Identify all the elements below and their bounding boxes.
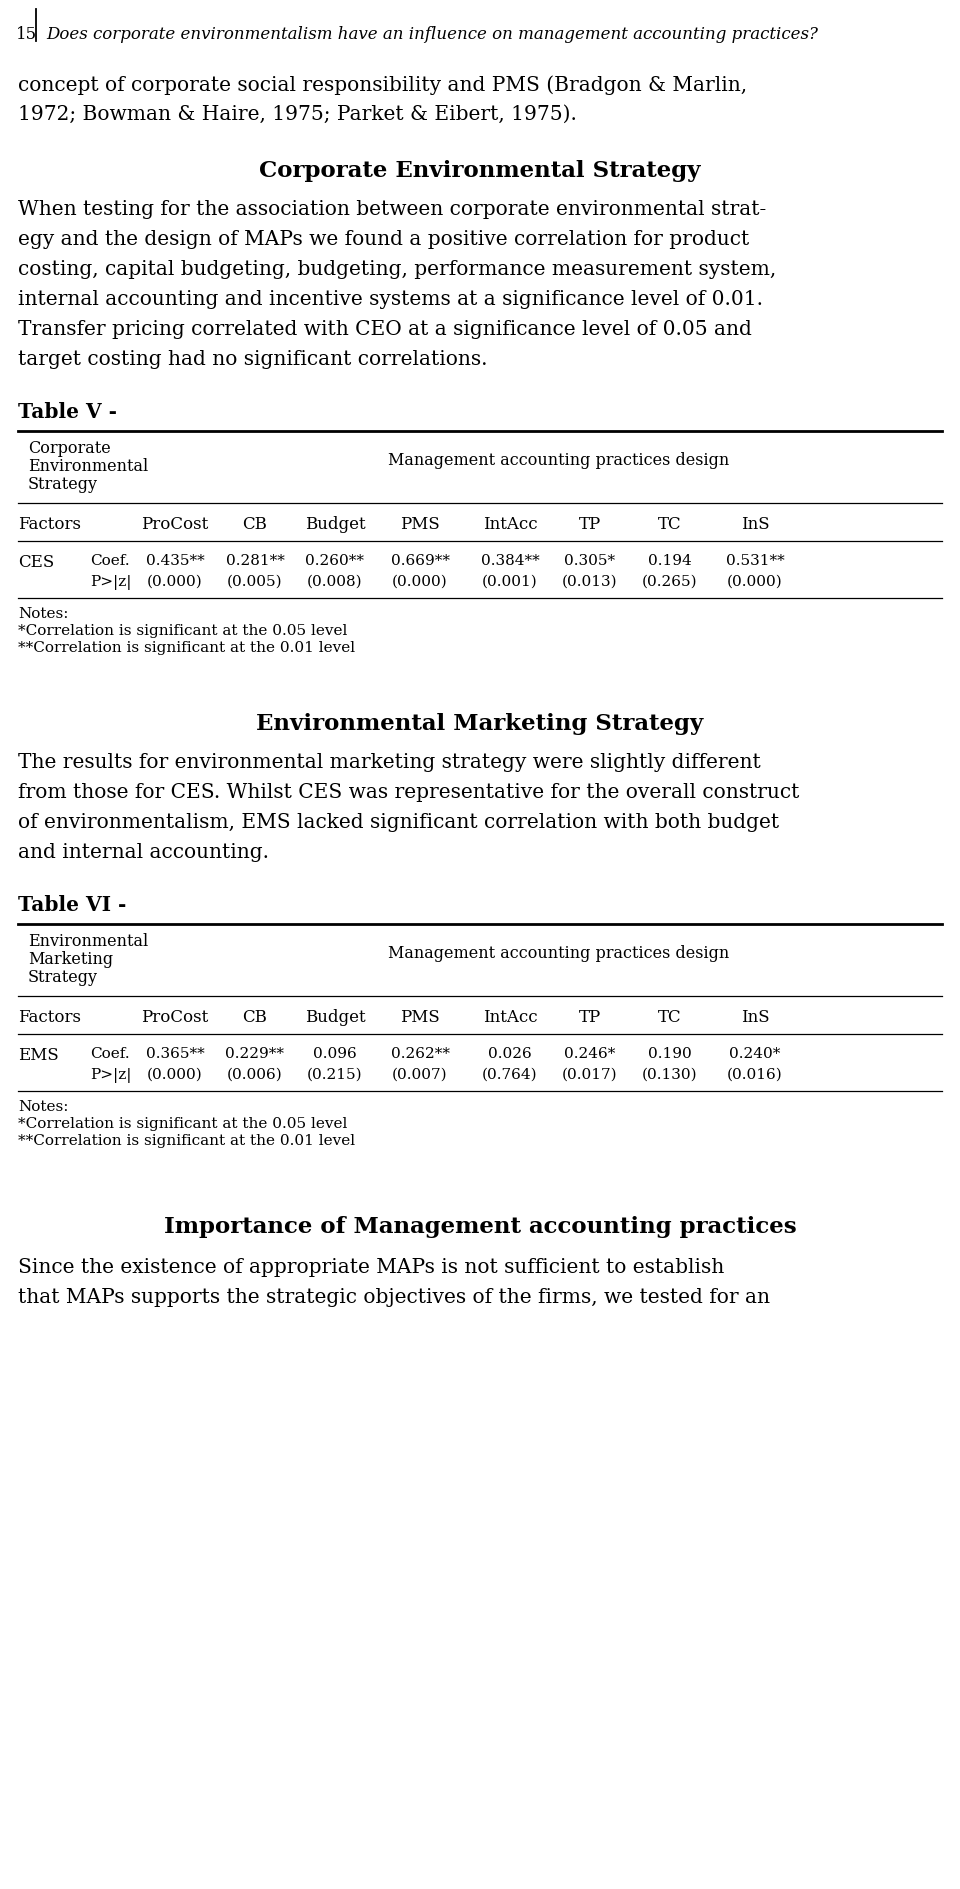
Text: 0.260**: 0.260** — [305, 553, 365, 569]
Text: Coef.: Coef. — [90, 553, 130, 569]
Text: (0.000): (0.000) — [147, 574, 203, 589]
Text: ProCost: ProCost — [141, 516, 208, 533]
Text: Coef.: Coef. — [90, 1047, 130, 1060]
Text: PMS: PMS — [400, 1009, 440, 1026]
Text: The results for environmental marketing strategy were slightly different: The results for environmental marketing … — [18, 752, 760, 771]
Text: **Correlation is significant at the 0.01 level: **Correlation is significant at the 0.01… — [18, 640, 355, 655]
Text: Factors: Factors — [18, 516, 81, 533]
Text: P>|z|: P>|z| — [90, 574, 132, 589]
Text: 0.026: 0.026 — [488, 1047, 532, 1060]
Text: Importance of Management accounting practices: Importance of Management accounting prac… — [163, 1215, 797, 1237]
Text: InS: InS — [741, 516, 769, 533]
Text: 0.669**: 0.669** — [391, 553, 449, 569]
Text: 15: 15 — [16, 26, 37, 43]
Text: Does corporate environmentalism have an influence on management accounting pract: Does corporate environmentalism have an … — [46, 26, 818, 43]
Text: CES: CES — [18, 553, 55, 570]
Text: 0.531**: 0.531** — [726, 553, 784, 569]
Text: TP: TP — [579, 516, 601, 533]
Text: Environmental Marketing Strategy: Environmental Marketing Strategy — [256, 712, 704, 735]
Text: Strategy: Strategy — [28, 969, 98, 986]
Text: (0.265): (0.265) — [642, 574, 698, 589]
Text: P>|z|: P>|z| — [90, 1067, 132, 1082]
Text: 0.365**: 0.365** — [146, 1047, 204, 1060]
Text: Transfer pricing correlated with CEO at a significance level of 0.05 and: Transfer pricing correlated with CEO at … — [18, 319, 752, 338]
Text: egy and the design of MAPs we found a positive correlation for product: egy and the design of MAPs we found a po… — [18, 230, 749, 249]
Text: 0.246*: 0.246* — [564, 1047, 615, 1060]
Text: and internal accounting.: and internal accounting. — [18, 842, 269, 861]
Text: (0.006): (0.006) — [228, 1067, 283, 1081]
Text: TC: TC — [659, 1009, 682, 1026]
Text: IntAcc: IntAcc — [483, 516, 538, 533]
Text: 0.262**: 0.262** — [391, 1047, 449, 1060]
Text: (0.005): (0.005) — [228, 574, 283, 589]
Text: costing, capital budgeting, budgeting, performance measurement system,: costing, capital budgeting, budgeting, p… — [18, 261, 777, 280]
Text: (0.764): (0.764) — [482, 1067, 538, 1081]
Text: (0.001): (0.001) — [482, 574, 538, 589]
Text: (0.000): (0.000) — [392, 574, 448, 589]
Text: When testing for the association between corporate environmental strat-: When testing for the association between… — [18, 200, 766, 219]
Text: Strategy: Strategy — [28, 476, 98, 493]
Text: Budget: Budget — [304, 1009, 366, 1026]
Text: *Correlation is significant at the 0.05 level: *Correlation is significant at the 0.05 … — [18, 1116, 348, 1130]
Text: Management accounting practices design: Management accounting practices design — [388, 451, 730, 468]
Text: InS: InS — [741, 1009, 769, 1026]
Text: Notes:: Notes: — [18, 606, 68, 621]
Text: Environmental: Environmental — [28, 933, 148, 950]
Text: Budget: Budget — [304, 516, 366, 533]
Text: (0.008): (0.008) — [307, 574, 363, 589]
Text: CB: CB — [243, 1009, 268, 1026]
Text: PMS: PMS — [400, 516, 440, 533]
Text: (0.017): (0.017) — [563, 1067, 618, 1081]
Text: 0.096: 0.096 — [313, 1047, 357, 1060]
Text: of environmentalism, EMS lacked significant correlation with both budget: of environmentalism, EMS lacked signific… — [18, 812, 780, 831]
Text: TC: TC — [659, 516, 682, 533]
Text: 0.305*: 0.305* — [564, 553, 615, 569]
Text: Notes:: Notes: — [18, 1099, 68, 1113]
Text: 0.190: 0.190 — [648, 1047, 692, 1060]
Text: ProCost: ProCost — [141, 1009, 208, 1026]
Text: TP: TP — [579, 1009, 601, 1026]
Text: 0.240*: 0.240* — [730, 1047, 780, 1060]
Text: target costing had no significant correlations.: target costing had no significant correl… — [18, 349, 488, 368]
Text: Table VI -: Table VI - — [18, 895, 127, 914]
Text: Management accounting practices design: Management accounting practices design — [388, 944, 730, 962]
Text: 0.229**: 0.229** — [226, 1047, 284, 1060]
Text: IntAcc: IntAcc — [483, 1009, 538, 1026]
Text: Factors: Factors — [18, 1009, 81, 1026]
Text: CB: CB — [243, 516, 268, 533]
Text: Table V -: Table V - — [18, 402, 117, 421]
Text: concept of corporate social responsibility and PMS (Bradgon & Marlin,: concept of corporate social responsibili… — [18, 76, 747, 94]
Text: from those for CES. Whilst CES was representative for the overall construct: from those for CES. Whilst CES was repre… — [18, 782, 800, 801]
Text: (0.130): (0.130) — [642, 1067, 698, 1081]
Text: (0.215): (0.215) — [307, 1067, 363, 1081]
Text: (0.007): (0.007) — [393, 1067, 447, 1081]
Text: (0.013): (0.013) — [563, 574, 618, 589]
Text: internal accounting and incentive systems at a significance level of 0.01.: internal accounting and incentive system… — [18, 289, 763, 308]
Text: *Correlation is significant at the 0.05 level: *Correlation is significant at the 0.05 … — [18, 623, 348, 638]
Text: (0.000): (0.000) — [727, 574, 782, 589]
Text: 1972; Bowman & Haire, 1975; Parket & Eibert, 1975).: 1972; Bowman & Haire, 1975; Parket & Eib… — [18, 106, 577, 125]
Text: Environmental: Environmental — [28, 457, 148, 474]
Text: (0.016): (0.016) — [727, 1067, 782, 1081]
Text: EMS: EMS — [18, 1047, 59, 1064]
Text: 0.435**: 0.435** — [146, 553, 204, 569]
Text: (0.000): (0.000) — [147, 1067, 203, 1081]
Text: **Correlation is significant at the 0.01 level: **Correlation is significant at the 0.01… — [18, 1133, 355, 1147]
Text: Corporate: Corporate — [28, 440, 110, 457]
Text: 0.384**: 0.384** — [481, 553, 540, 569]
Text: 0.194: 0.194 — [648, 553, 692, 569]
Text: Marketing: Marketing — [28, 950, 113, 967]
Text: that MAPs supports the strategic objectives of the firms, we tested for an: that MAPs supports the strategic objecti… — [18, 1286, 770, 1307]
Text: 0.281**: 0.281** — [226, 553, 284, 569]
Text: Since the existence of appropriate MAPs is not sufficient to establish: Since the existence of appropriate MAPs … — [18, 1258, 724, 1277]
Text: Corporate Environmental Strategy: Corporate Environmental Strategy — [259, 161, 701, 181]
